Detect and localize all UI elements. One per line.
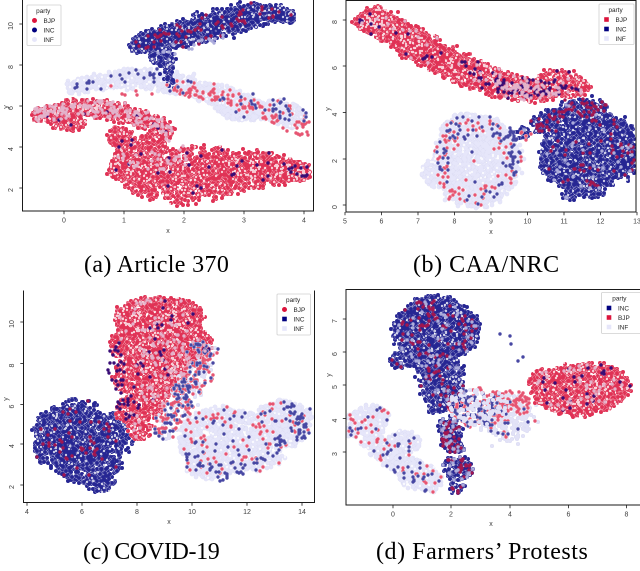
svg-text:4: 4 bbox=[332, 112, 339, 116]
svg-text:5: 5 bbox=[332, 385, 339, 389]
svg-text:4: 4 bbox=[25, 509, 29, 516]
svg-text:3: 3 bbox=[242, 218, 246, 225]
svg-text:4: 4 bbox=[508, 512, 512, 519]
svg-text:10: 10 bbox=[524, 219, 532, 226]
svg-text:4: 4 bbox=[9, 444, 16, 448]
svg-text:3: 3 bbox=[332, 452, 339, 456]
svg-text:BJP: BJP bbox=[616, 17, 628, 24]
svg-text:4: 4 bbox=[302, 218, 306, 225]
svg-text:x: x bbox=[167, 519, 171, 526]
svg-text:BJP: BJP bbox=[618, 315, 630, 322]
svg-text:4: 4 bbox=[8, 147, 15, 151]
svg-text:y: y bbox=[325, 107, 332, 111]
svg-text:2: 2 bbox=[8, 188, 15, 192]
svg-text:12: 12 bbox=[243, 509, 251, 516]
svg-text:2: 2 bbox=[449, 512, 453, 519]
svg-text:INC: INC bbox=[294, 317, 305, 324]
svg-text:12: 12 bbox=[597, 219, 605, 226]
svg-text:0: 0 bbox=[391, 512, 395, 519]
svg-text:13: 13 bbox=[633, 219, 640, 226]
svg-text:6: 6 bbox=[332, 352, 339, 356]
svg-text:INC: INC bbox=[616, 27, 627, 34]
svg-text:INF: INF bbox=[294, 326, 304, 333]
svg-text:INC: INC bbox=[44, 28, 55, 35]
svg-text:INF: INF bbox=[44, 37, 54, 44]
svg-text:party: party bbox=[36, 8, 51, 15]
svg-text:0: 0 bbox=[332, 205, 339, 209]
svg-text:BJP: BJP bbox=[294, 307, 306, 314]
svg-text:8: 8 bbox=[135, 509, 139, 516]
svg-text:7: 7 bbox=[416, 219, 420, 226]
svg-text:2: 2 bbox=[9, 485, 16, 489]
svg-text:BJP: BJP bbox=[44, 18, 56, 25]
svg-text:7: 7 bbox=[332, 319, 339, 323]
svg-text:10: 10 bbox=[8, 22, 15, 30]
svg-text:INF: INF bbox=[616, 36, 626, 43]
svg-text:6: 6 bbox=[567, 512, 571, 519]
svg-text:x: x bbox=[489, 229, 493, 236]
svg-text:8: 8 bbox=[332, 20, 339, 24]
svg-text:11: 11 bbox=[560, 219, 567, 226]
svg-text:8: 8 bbox=[8, 65, 15, 69]
svg-text:10: 10 bbox=[188, 509, 196, 516]
svg-text:2: 2 bbox=[182, 218, 186, 225]
svg-text:INF: INF bbox=[618, 325, 628, 332]
svg-text:x: x bbox=[166, 228, 170, 235]
svg-text:6: 6 bbox=[332, 66, 339, 70]
svg-text:party: party bbox=[286, 297, 301, 304]
svg-text:6: 6 bbox=[380, 219, 384, 226]
svg-text:6: 6 bbox=[8, 106, 15, 110]
svg-text:y: y bbox=[3, 105, 10, 109]
svg-text:8: 8 bbox=[9, 363, 16, 367]
svg-text:x: x bbox=[489, 521, 493, 528]
svg-text:8: 8 bbox=[453, 219, 457, 226]
svg-text:5: 5 bbox=[343, 219, 347, 226]
svg-text:party: party bbox=[608, 7, 623, 14]
svg-text:14: 14 bbox=[298, 509, 306, 516]
svg-text:INC: INC bbox=[618, 306, 629, 313]
svg-text:0: 0 bbox=[62, 218, 66, 225]
svg-text:1: 1 bbox=[122, 218, 126, 225]
svg-text:y: y bbox=[3, 397, 10, 401]
svg-text:4: 4 bbox=[332, 418, 339, 422]
svg-text:2: 2 bbox=[332, 159, 339, 163]
svg-text:10: 10 bbox=[9, 320, 16, 328]
svg-text:party: party bbox=[612, 296, 627, 303]
svg-text:9: 9 bbox=[489, 219, 493, 226]
svg-text:6: 6 bbox=[80, 509, 84, 516]
svg-text:y: y bbox=[326, 373, 333, 377]
svg-text:6: 6 bbox=[9, 404, 16, 408]
svg-text:8: 8 bbox=[625, 512, 629, 519]
